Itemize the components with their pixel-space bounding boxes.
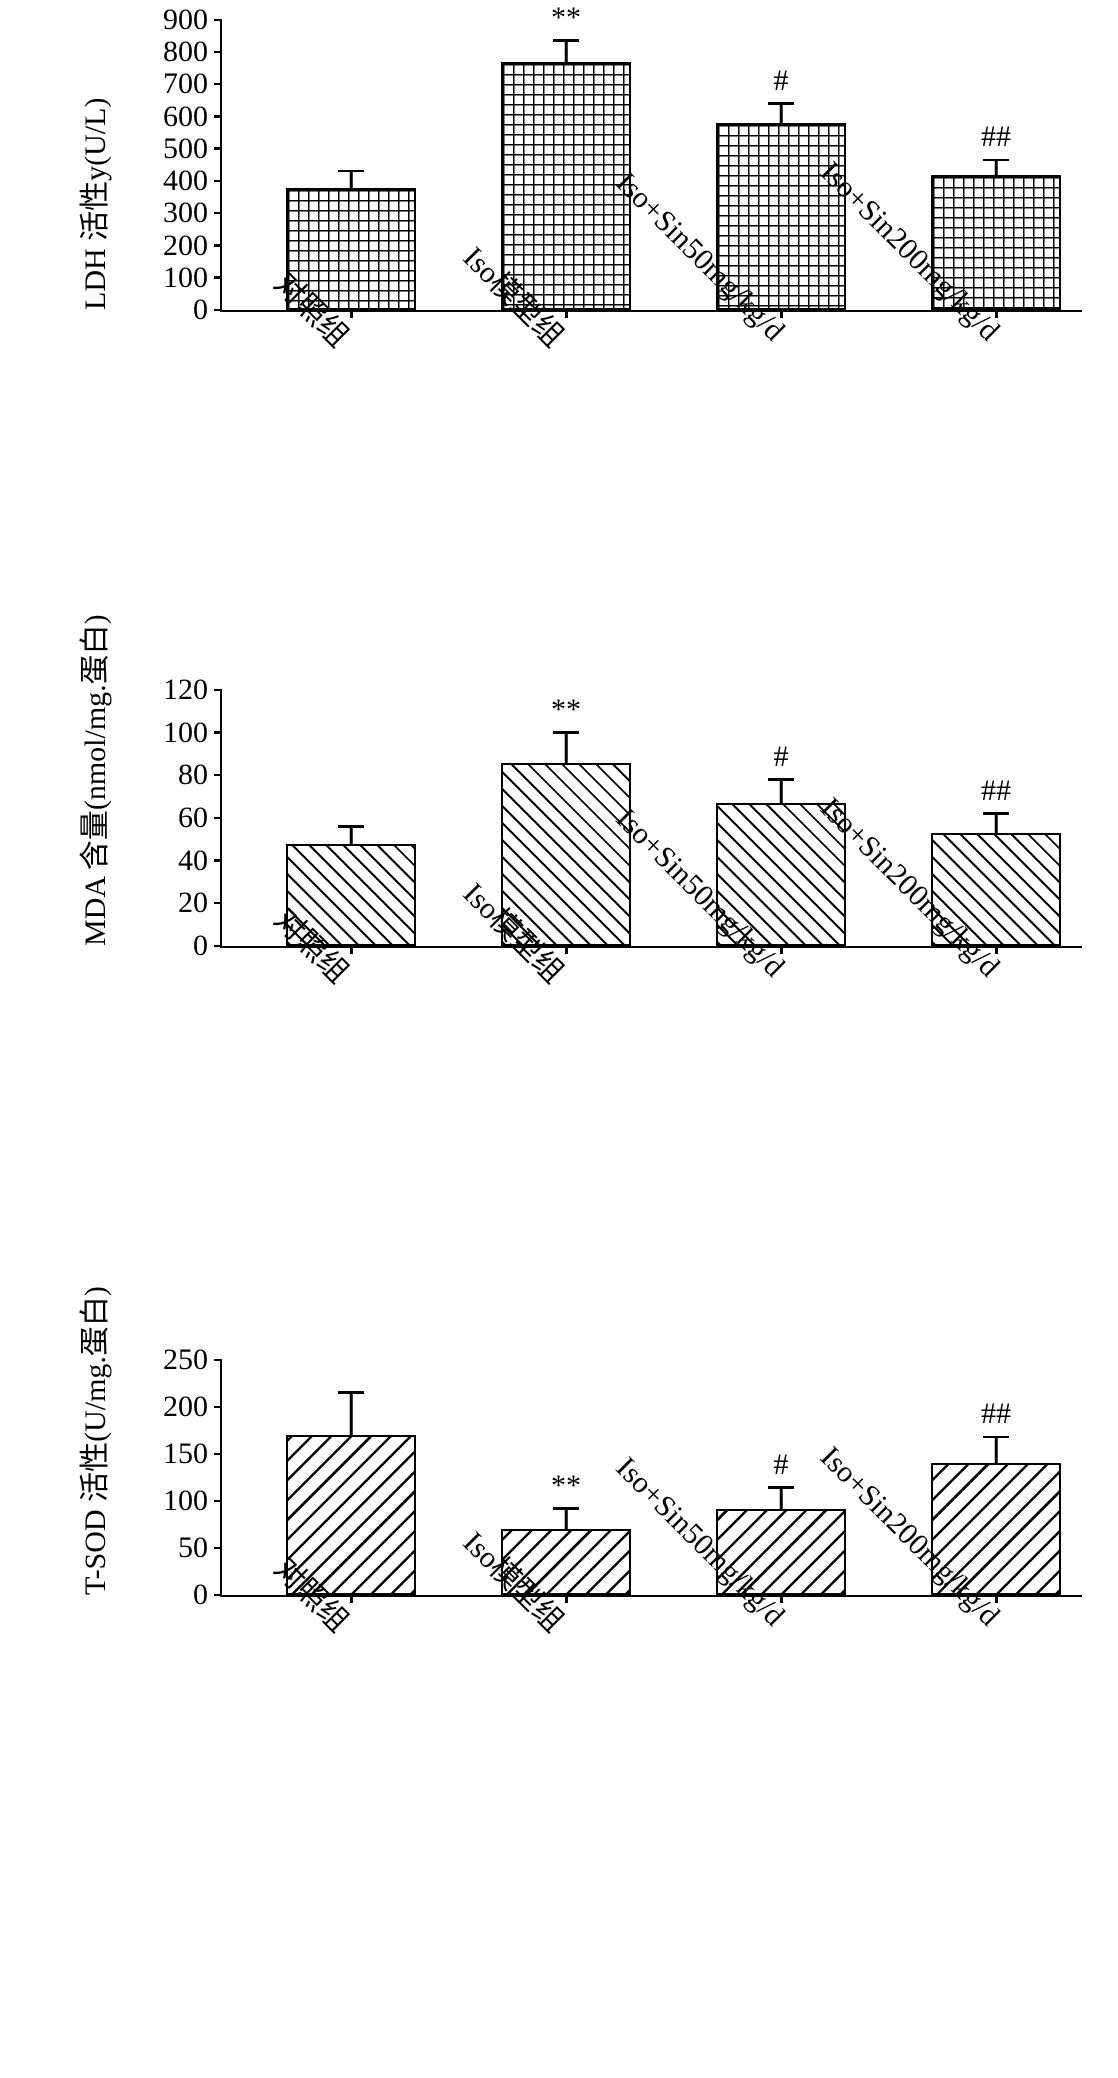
ytick-mark xyxy=(214,945,222,948)
ytick-mark xyxy=(214,115,222,118)
error-bar xyxy=(995,160,998,175)
significance-annotation: # xyxy=(774,1448,789,1482)
plot-area: 050100150200250对照组**Iso模型组#Iso+Sin50mg/k… xyxy=(220,1360,1082,1597)
ytick-mark xyxy=(214,731,222,734)
error-bar xyxy=(565,1509,568,1530)
error-cap xyxy=(768,1486,794,1489)
error-bar xyxy=(350,171,353,187)
error-cap xyxy=(338,1391,364,1394)
significance-annotation: # xyxy=(774,740,789,774)
ytick-mark xyxy=(214,19,222,22)
ytick-mark xyxy=(214,1594,222,1597)
significance-annotation: ** xyxy=(551,693,581,727)
ytick-mark xyxy=(214,276,222,279)
plot-area: 0100200300400500600700800900对照组**Iso模型组#… xyxy=(220,20,1082,312)
chart-ldh: LDH 活性y(U/L) 0100200300400500600700800900… xyxy=(20,20,1118,580)
significance-annotation: ** xyxy=(551,1469,581,1503)
significance-annotation: ## xyxy=(981,774,1011,808)
ytick-mark xyxy=(214,774,222,777)
ytick-mark xyxy=(214,309,222,312)
ytick-mark xyxy=(214,83,222,86)
ytick-mark xyxy=(214,51,222,54)
error-bar xyxy=(350,1393,353,1435)
ytick-mark xyxy=(214,1359,222,1362)
significance-annotation: ## xyxy=(981,1397,1011,1431)
figure-stack: LDH 活性y(U/L) 0100200300400500600700800900… xyxy=(20,20,1118,1920)
error-bar xyxy=(780,1488,783,1509)
significance-annotation: ** xyxy=(551,1,581,35)
ytick-mark xyxy=(214,1547,222,1550)
error-cap xyxy=(768,778,794,781)
error-cap xyxy=(338,825,364,828)
ytick-mark xyxy=(214,1406,222,1409)
error-bar xyxy=(780,780,783,803)
error-bar xyxy=(995,1437,998,1463)
ytick-mark xyxy=(214,902,222,905)
y-axis-label: LDH 活性y(U/L) xyxy=(70,98,114,310)
ytick-mark xyxy=(214,689,222,692)
y-axis-label: MDA 含量(nmol/mg.蛋白) xyxy=(70,614,114,946)
chart-tsod: T-SOD 活性(U/mg.蛋白)050100150200250对照组**Iso… xyxy=(20,1360,1118,1920)
y-axis-label: T-SOD 活性(U/mg.蛋白) xyxy=(70,1286,114,1595)
significance-annotation: ## xyxy=(981,120,1011,154)
error-cap xyxy=(983,159,1009,162)
error-bar xyxy=(350,827,353,844)
plot-area: 020406080100120对照组**Iso模型组#Iso+Sin50mg/k… xyxy=(220,690,1082,948)
error-cap xyxy=(768,102,794,105)
error-cap xyxy=(553,1507,579,1510)
error-cap xyxy=(983,1436,1009,1439)
error-bar xyxy=(565,733,568,763)
ytick-mark xyxy=(214,147,222,150)
error-cap xyxy=(553,731,579,734)
chart-mda: MDA 含量(nmol/mg.蛋白)020406080100120对照组**Is… xyxy=(20,690,1118,1250)
ytick-mark xyxy=(214,1453,222,1456)
significance-annotation: # xyxy=(774,64,789,98)
error-bar xyxy=(780,104,783,123)
error-bar xyxy=(565,41,568,62)
error-cap xyxy=(553,39,579,42)
error-bar xyxy=(995,814,998,833)
error-cap xyxy=(983,812,1009,815)
